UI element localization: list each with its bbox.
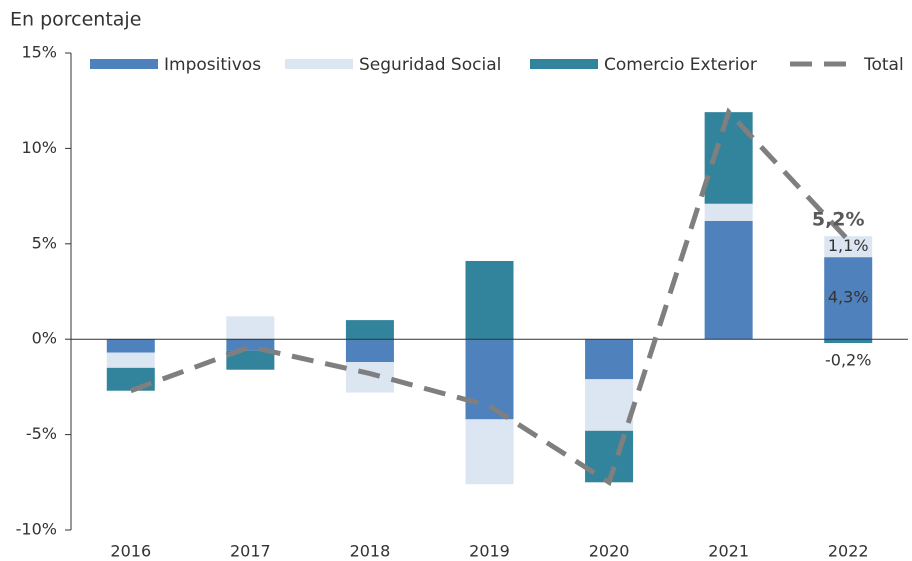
legend-label: Comercio Exterior	[604, 55, 757, 75]
data-label: 4,3%	[828, 288, 869, 307]
y-tick-label: 5%	[32, 233, 57, 252]
y-tick-label: -10%	[16, 520, 57, 539]
x-tick-label: 2019	[469, 542, 510, 561]
legend-label: Total	[863, 55, 904, 75]
y-tick-label: 0%	[32, 329, 57, 348]
bar	[226, 350, 275, 370]
bar	[824, 257, 873, 340]
data-label: -0,2%	[825, 351, 871, 370]
bar	[345, 320, 394, 340]
bar	[824, 339, 873, 344]
bar	[824, 236, 873, 258]
legend-swatch	[90, 59, 158, 69]
x-tick-label: 2021	[708, 542, 749, 561]
x-tick-label: 2017	[230, 542, 271, 561]
bar	[585, 339, 634, 380]
bar	[345, 362, 394, 393]
bar	[226, 339, 275, 351]
bar	[704, 220, 753, 340]
y-tick-label: 10%	[21, 138, 57, 157]
data-label: 1,1%	[828, 236, 869, 255]
bar	[106, 367, 155, 391]
x-tick-label: 2022	[828, 542, 869, 561]
bar	[585, 379, 634, 431]
y-axis-label: En porcentaje	[10, 9, 141, 31]
legend-label: Seguridad Social	[359, 55, 501, 75]
legend-label: Impositivos	[164, 55, 261, 75]
x-tick-label: 2016	[110, 542, 151, 561]
bar	[345, 339, 394, 363]
bar	[465, 339, 514, 420]
y-tick-label: 15%	[21, 43, 57, 62]
bar	[704, 203, 753, 221]
bar	[465, 419, 514, 485]
bar	[226, 316, 275, 340]
x-tick-label: 2018	[350, 542, 391, 561]
total-label: 5,2%	[812, 208, 865, 230]
bar	[106, 339, 155, 353]
x-tick-label: 2020	[589, 542, 630, 561]
y-tick-label: -5%	[26, 424, 57, 443]
legend-swatch	[285, 59, 353, 69]
legend-swatch	[530, 59, 598, 69]
total-line	[129, 107, 851, 487]
bar	[465, 260, 514, 340]
bar	[106, 352, 155, 368]
